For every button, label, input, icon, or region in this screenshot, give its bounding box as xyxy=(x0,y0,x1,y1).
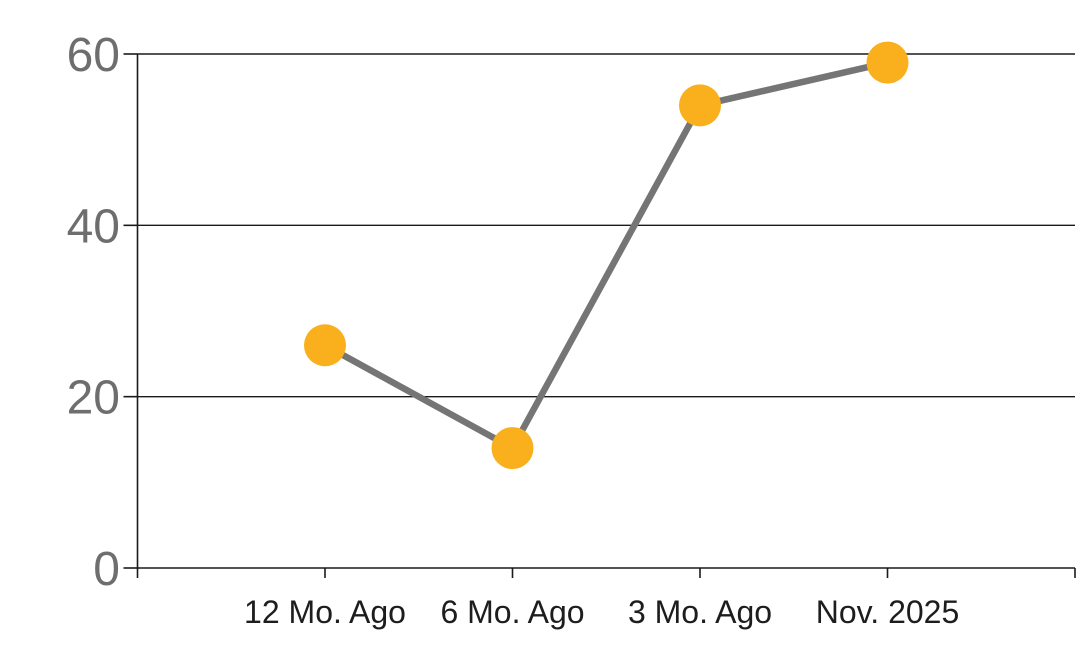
x-tick-label: Nov. 2025 xyxy=(816,594,960,630)
data-point-marker xyxy=(491,427,534,470)
x-tick-label: 12 Mo. Ago xyxy=(244,594,406,630)
data-point-marker xyxy=(866,41,909,84)
x-tick-label: 3 Mo. Ago xyxy=(628,594,772,630)
data-point-marker xyxy=(304,324,346,367)
y-tick-label: 20 xyxy=(67,372,120,425)
x-tick-label: 6 Mo. Ago xyxy=(440,594,584,630)
y-tick-label: 40 xyxy=(67,200,120,253)
y-tick-label: 0 xyxy=(93,543,120,596)
y-tick-label: 60 xyxy=(67,29,120,82)
series-line xyxy=(321,59,891,452)
data-point-marker xyxy=(679,84,721,127)
